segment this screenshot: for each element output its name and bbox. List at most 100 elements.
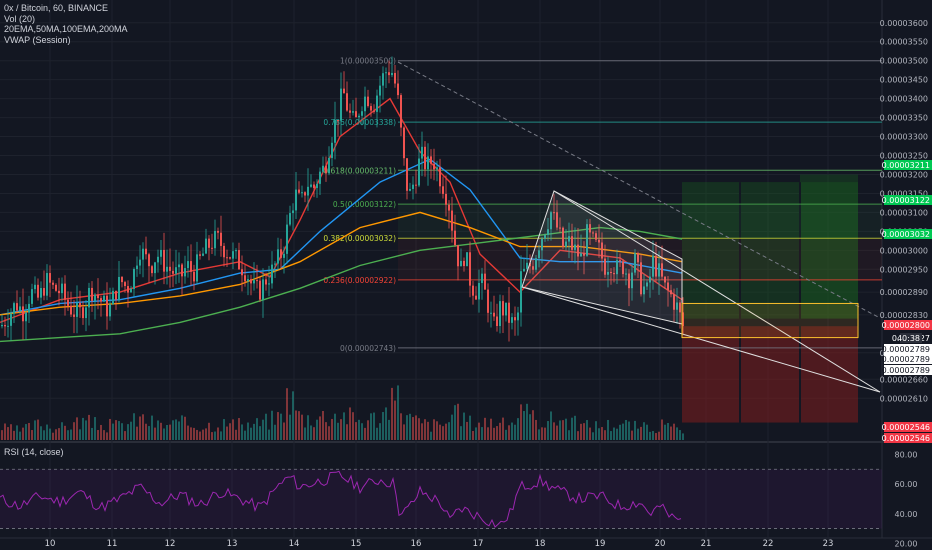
volume-bar — [247, 422, 249, 440]
candle-body — [457, 245, 459, 267]
candle-body — [607, 271, 609, 275]
candle-body — [52, 282, 54, 285]
volume-bar — [421, 423, 423, 440]
candle-body — [280, 249, 282, 258]
candle-body — [307, 186, 309, 196]
rsi-tick-label: 40.00 — [895, 510, 918, 519]
candle-body — [325, 165, 327, 174]
candle-body — [268, 283, 270, 285]
trendline-drawings[interactable] — [397, 61, 881, 393]
candle-body — [304, 192, 306, 196]
volume-bar — [505, 429, 507, 440]
candle-body — [394, 72, 396, 84]
candle-body — [28, 303, 30, 313]
date-tick-label: 19 — [595, 539, 606, 549]
price-tick-label: 0.00003500 — [880, 57, 928, 66]
price-axis[interactable]: 0.00003600 0.00003550 0.00003500 0.00003450… — [880, 19, 932, 443]
volume-indicator-label[interactable]: Vol (20) — [4, 13, 36, 24]
candle-body — [67, 299, 69, 306]
candle-body — [91, 287, 93, 301]
candle-body — [313, 184, 315, 188]
volume-bar — [130, 421, 132, 440]
candle-body — [343, 88, 345, 94]
candle-body — [193, 271, 195, 282]
candle-body — [253, 280, 255, 284]
volume-bar — [388, 419, 390, 440]
price-tick-label: 0.00003250 — [880, 152, 928, 161]
candle-body — [619, 260, 621, 262]
candle-body — [121, 276, 123, 283]
volume-bar — [577, 431, 579, 440]
volume-bar — [127, 424, 129, 440]
volume-bar — [448, 422, 450, 440]
candle-body — [367, 96, 369, 107]
stop-loss-zone — [682, 326, 858, 423]
date-tick-label: 23 — [823, 539, 834, 549]
candle-body — [433, 163, 435, 170]
moving-average-label[interactable]: 20EMA,50MA,100EMA,200MA — [4, 24, 128, 34]
candle-body — [679, 302, 681, 313]
candle-body — [670, 290, 672, 295]
candle-body — [145, 248, 147, 255]
candle-body — [61, 283, 63, 294]
volume-bar — [343, 412, 345, 440]
volume-bar — [556, 425, 558, 440]
rsi-tick-label: 60.00 — [895, 480, 918, 489]
date-tick-label: 11 — [107, 539, 118, 549]
volume-bar — [562, 420, 564, 440]
price-tag-label: 0.00003211 — [882, 161, 930, 170]
candle-body — [118, 276, 120, 300]
price-tick-label: 0.00003400 — [880, 95, 928, 104]
volume-bar — [259, 426, 261, 440]
volume-bar — [565, 418, 567, 440]
candle-body — [79, 302, 81, 308]
volume-bar — [118, 421, 120, 440]
volume-bar — [82, 417, 84, 440]
candle-body — [235, 250, 237, 252]
rsi-indicator-label[interactable]: RSI (14, close) — [4, 447, 64, 457]
symbol-title[interactable]: 0x / Bitcoin, 60, BINANCE — [4, 3, 109, 13]
candle-body — [481, 273, 483, 284]
candle-body — [526, 262, 528, 269]
volume-bar — [91, 427, 93, 440]
candle-body — [496, 316, 498, 327]
volume-bar — [244, 430, 246, 440]
time-axis[interactable]: 10 11 12 13 14 15 16 17 18 19 20 21 22 23 — [45, 539, 834, 549]
candle-body — [463, 260, 465, 267]
candle-body — [622, 261, 624, 275]
volume-bar — [331, 418, 333, 440]
candle-body — [349, 110, 351, 113]
candle-body — [106, 295, 108, 317]
candle-body — [262, 279, 264, 300]
candle-body — [388, 72, 390, 76]
vwap-indicator-label[interactable]: VWAP (Session) — [4, 34, 71, 45]
candle-body — [625, 273, 627, 275]
volume-bar — [442, 426, 444, 440]
candle-body — [643, 286, 645, 295]
volume-bar — [157, 420, 159, 440]
candle-body — [64, 283, 66, 300]
candle-body — [400, 95, 402, 128]
volume-bar — [208, 422, 210, 440]
price-tag — [884, 365, 932, 375]
price-tick-label: 0.00003550 — [880, 38, 928, 47]
volume-bar — [13, 430, 15, 440]
volume-bar — [76, 417, 78, 440]
volume-bar — [364, 427, 366, 440]
volume-bar — [529, 414, 531, 440]
volume-bar — [178, 421, 180, 440]
volume-bar — [88, 414, 90, 440]
candle-body — [202, 253, 204, 256]
volume-bar — [136, 426, 138, 440]
candle-body — [592, 232, 594, 234]
volume-bar — [100, 424, 102, 440]
candle-body — [640, 262, 642, 295]
candle-body — [25, 312, 27, 322]
volume-bar — [574, 415, 576, 440]
candle-body — [550, 212, 552, 230]
volume-bar — [346, 424, 348, 440]
volume-bar — [94, 417, 96, 440]
volume-bar — [43, 430, 45, 440]
candle-body — [31, 289, 33, 304]
